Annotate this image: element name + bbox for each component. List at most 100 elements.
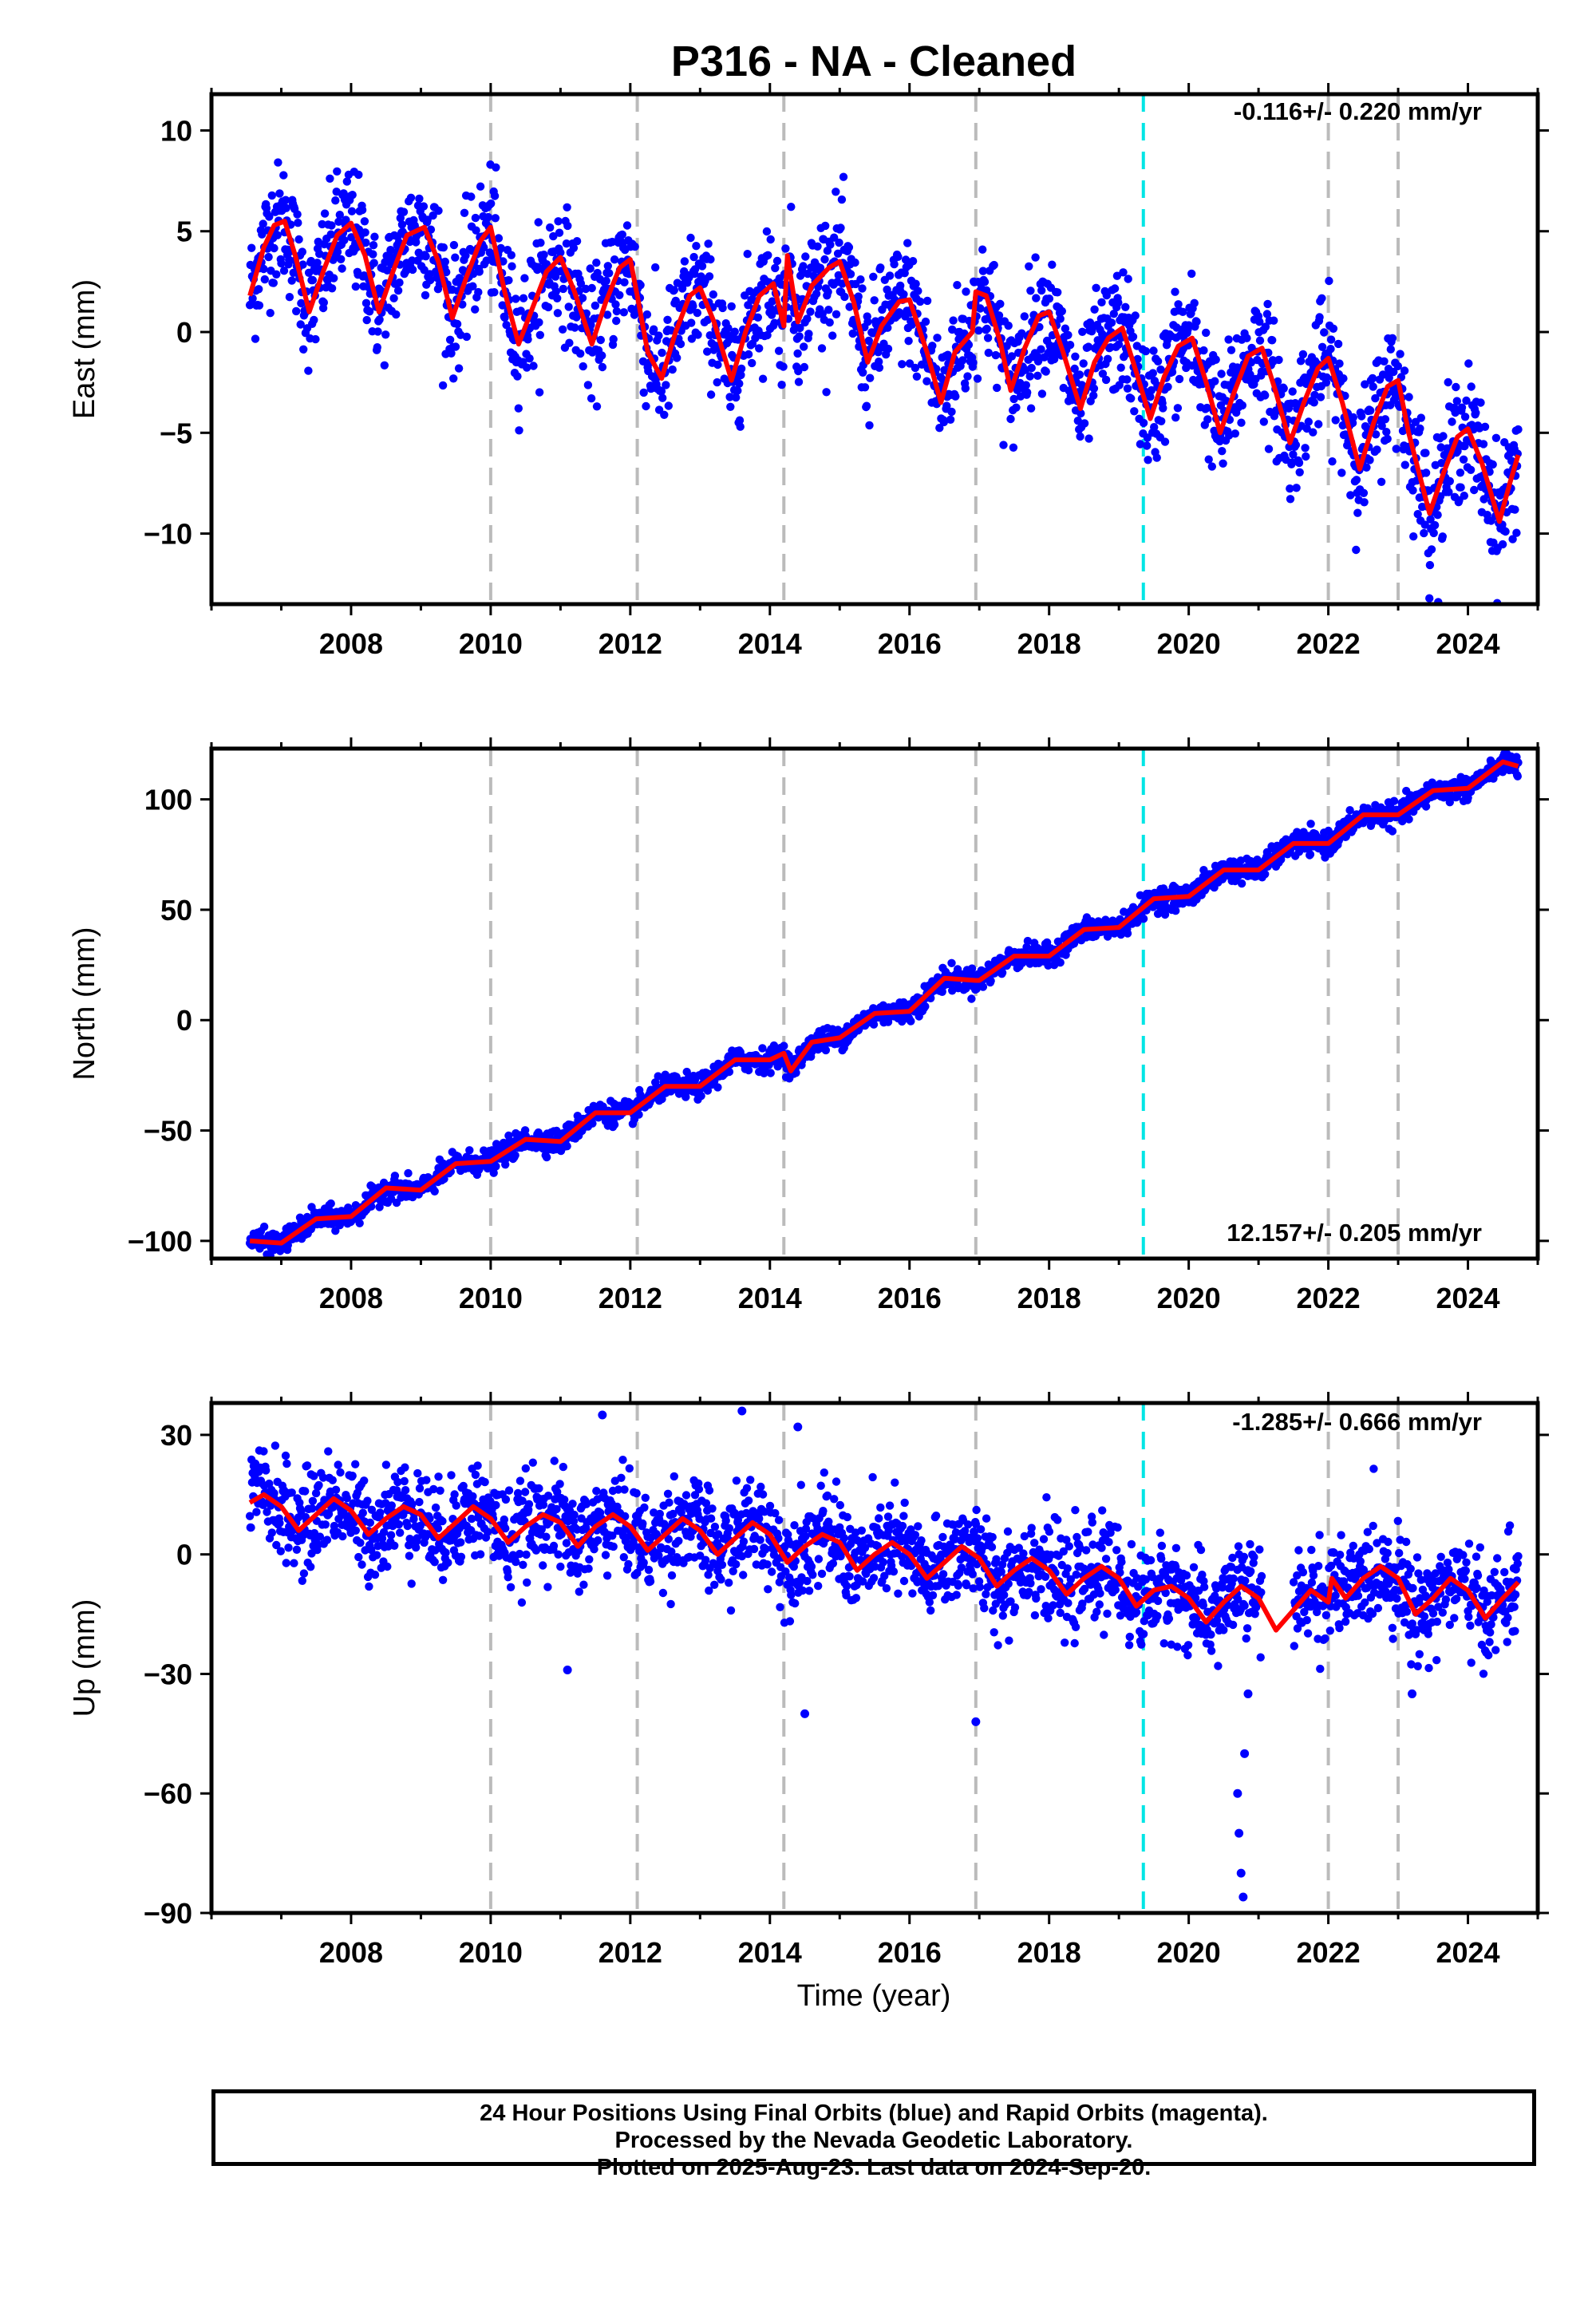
x-tick-label: 2018 xyxy=(1017,627,1081,660)
data-point xyxy=(958,356,967,365)
data-point xyxy=(442,267,451,277)
data-point xyxy=(358,205,367,215)
data-point xyxy=(266,309,275,318)
data-point xyxy=(1452,397,1462,405)
data-point xyxy=(272,270,281,279)
data-points xyxy=(245,749,1523,1259)
data-point xyxy=(1077,409,1085,418)
data-point xyxy=(259,219,267,228)
data-point xyxy=(1326,345,1335,354)
data-point xyxy=(348,191,357,200)
data-point xyxy=(1462,396,1471,405)
data-point xyxy=(680,257,689,266)
data-point xyxy=(392,310,401,319)
data-point xyxy=(1139,915,1148,923)
data-point xyxy=(586,264,595,273)
data-point xyxy=(1362,463,1371,472)
data-point xyxy=(381,330,390,339)
data-point xyxy=(1031,253,1040,262)
data-point xyxy=(326,230,335,239)
data-point xyxy=(1371,430,1381,439)
data-point xyxy=(1020,312,1029,321)
data-point xyxy=(252,1508,261,1516)
data-point xyxy=(326,1199,335,1208)
data-point xyxy=(302,1461,312,1470)
data-point xyxy=(248,294,257,303)
data-point xyxy=(706,390,716,399)
data-point xyxy=(1491,433,1501,442)
data-point xyxy=(1215,437,1224,446)
data-point xyxy=(1123,375,1132,384)
data-point xyxy=(735,379,744,388)
data-point xyxy=(1009,443,1018,452)
data-point xyxy=(764,251,772,259)
data-point xyxy=(862,401,871,410)
data-point xyxy=(299,345,308,354)
data-point xyxy=(1078,327,1087,336)
data-point xyxy=(1227,346,1236,354)
data-point xyxy=(412,238,421,247)
data-point xyxy=(327,284,337,293)
data-point xyxy=(654,1072,662,1081)
data-point xyxy=(933,334,942,342)
data-point xyxy=(1286,495,1295,504)
data-point xyxy=(770,318,779,327)
data-point xyxy=(1404,815,1413,824)
data-point xyxy=(1325,276,1333,286)
data-point xyxy=(408,265,417,275)
data-point xyxy=(1337,468,1346,477)
data-point xyxy=(758,374,768,383)
data-point xyxy=(576,279,586,288)
data-point xyxy=(763,330,772,340)
data-point xyxy=(361,298,371,307)
x-tick-label: 2022 xyxy=(1297,1282,1361,1314)
data-point xyxy=(896,281,905,290)
data-point xyxy=(1296,357,1306,366)
data-point xyxy=(351,1460,360,1468)
data-point xyxy=(1381,415,1390,424)
data-point xyxy=(298,247,306,256)
data-point xyxy=(689,252,698,262)
data-point xyxy=(484,212,492,222)
data-point xyxy=(330,1521,339,1531)
data-point xyxy=(725,393,734,401)
y-tick-label: 50 xyxy=(160,894,192,927)
data-point xyxy=(978,267,988,275)
data-point xyxy=(285,255,294,264)
data-point xyxy=(1352,545,1361,555)
data-point xyxy=(310,315,318,325)
data-point xyxy=(279,267,289,275)
data-point xyxy=(1270,316,1278,325)
data-point xyxy=(318,1473,328,1482)
data-point xyxy=(863,318,872,326)
data-point xyxy=(1408,486,1417,495)
data-point xyxy=(883,344,893,354)
data-point xyxy=(826,240,835,249)
data-point xyxy=(743,250,752,259)
data-point xyxy=(651,263,660,272)
data-point xyxy=(1380,357,1389,366)
data-point xyxy=(438,381,448,390)
data-point xyxy=(780,1041,788,1050)
data-point xyxy=(709,290,717,299)
data-point xyxy=(697,1092,705,1101)
data-point xyxy=(1420,520,1429,529)
data-point xyxy=(795,332,804,341)
data-point xyxy=(1400,366,1409,375)
data-point xyxy=(658,348,666,358)
data-point xyxy=(697,262,707,271)
data-point xyxy=(369,241,378,250)
data-point xyxy=(967,994,976,1003)
data-point xyxy=(1349,413,1358,422)
data-point xyxy=(1065,341,1075,350)
data-point xyxy=(399,207,409,216)
data-point xyxy=(1238,401,1247,410)
data-point xyxy=(839,172,848,181)
data-point xyxy=(383,266,392,275)
data-point xyxy=(326,174,334,183)
data-point xyxy=(1211,355,1220,364)
data-point xyxy=(539,251,548,259)
data-point xyxy=(337,255,346,263)
data-point xyxy=(1361,380,1369,389)
data-point xyxy=(1032,294,1041,302)
